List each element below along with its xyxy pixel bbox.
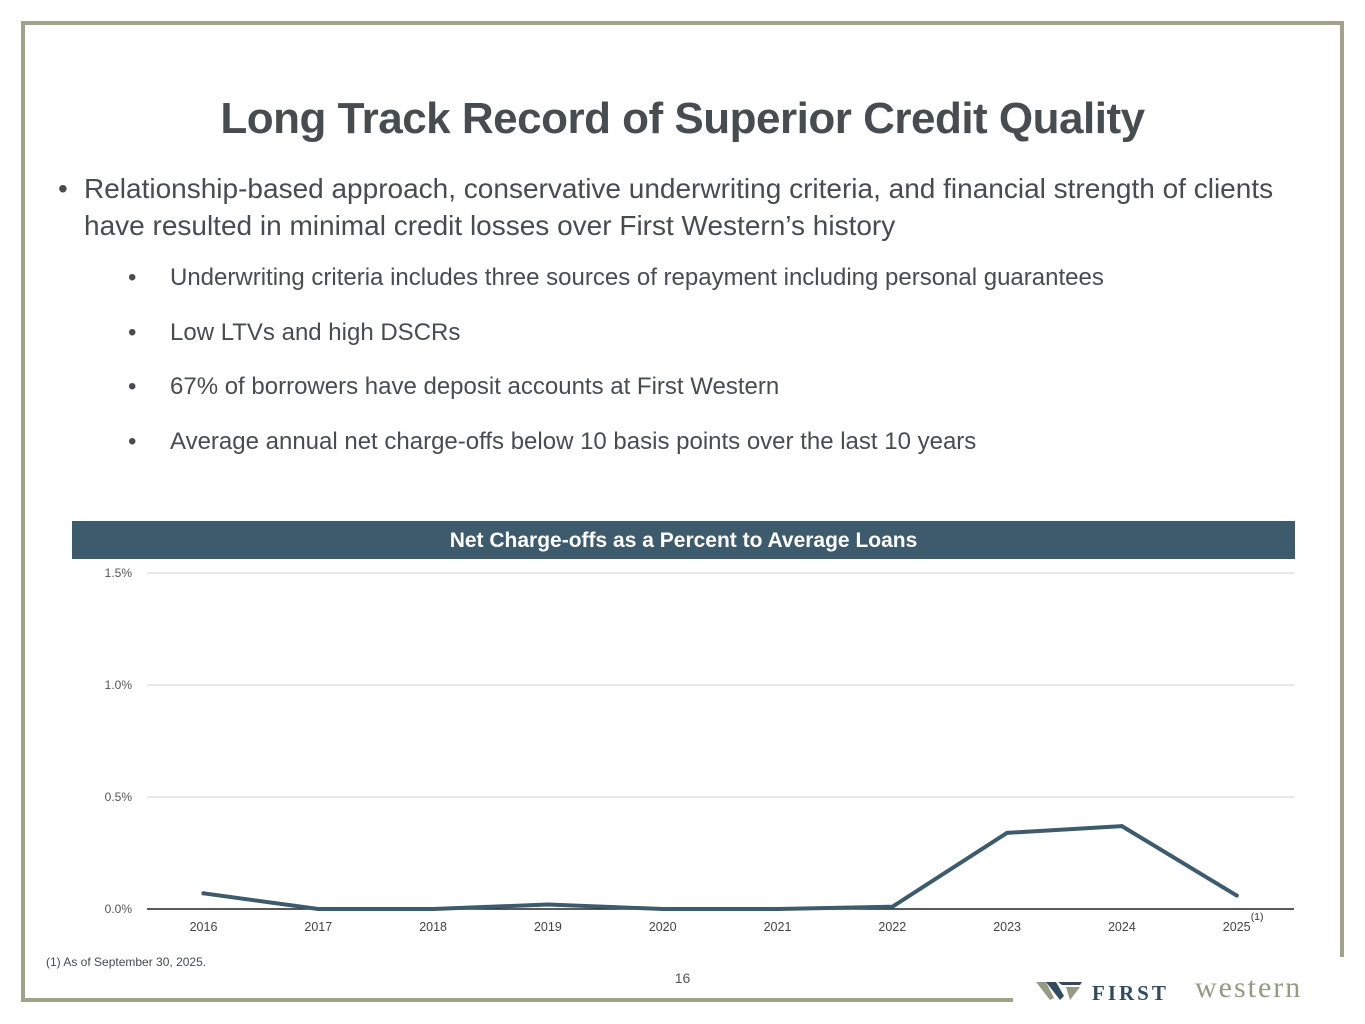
data-point — [890, 904, 895, 909]
data-point — [431, 907, 436, 911]
x-tick-label: 2020 — [649, 920, 677, 934]
frame-bottom-border — [21, 998, 1013, 1002]
y-tick-label: 0.0% — [105, 902, 133, 916]
frame-right-border — [1340, 21, 1344, 957]
data-point — [1119, 824, 1124, 829]
data-point — [316, 907, 321, 911]
bullet-dot-icon: • — [128, 427, 137, 455]
main-bullet-text: Relationship-based approach, conservativ… — [84, 173, 1274, 241]
y-tick-label: 1.5% — [105, 566, 133, 580]
x-tick-label: 2019 — [534, 920, 562, 934]
bullet-dot-icon: • — [128, 264, 137, 291]
bullet-dot-icon: • — [128, 318, 137, 346]
logo-first-text: FIRST — [1092, 981, 1169, 1005]
sub-bullet-text: 67% of borrowers have deposit accounts a… — [170, 373, 780, 400]
x-tick-label: 2018 — [419, 920, 447, 934]
y-tick-label: 0.5% — [105, 790, 133, 804]
y-tick-label: 1.0% — [105, 678, 133, 692]
logo-western-text: western — [1195, 971, 1303, 1004]
x-tick-label: 2024 — [1108, 920, 1136, 934]
main-bullet: • Relationship-based approach, conservat… — [58, 170, 1298, 244]
frame-left-border — [21, 21, 25, 1002]
frame-top-border — [21, 21, 1344, 25]
x-tick-label: 2025 — [1223, 920, 1251, 934]
data-point — [1005, 830, 1010, 835]
x-tick-label: 2023 — [993, 920, 1021, 934]
x-tick-label: 2021 — [764, 920, 792, 934]
footnote: (1) As of September 30, 2025. — [46, 955, 207, 969]
series-line — [201, 824, 1239, 911]
sub-bullet-text: Average annual net charge-offs below 10 … — [170, 427, 977, 455]
x-tick-label: 2017 — [304, 920, 332, 934]
slide-title: Long Track Record of Superior Credit Qua… — [220, 94, 1145, 143]
data-point — [201, 891, 206, 896]
data-point — [545, 902, 550, 907]
first-western-logo: FIRST western — [1036, 971, 1346, 1008]
bullet-dot-icon: • — [128, 373, 137, 400]
sub-bullet-text: Low LTVs and high DSCRs — [170, 318, 461, 346]
page-number: 16 — [674, 970, 691, 986]
chart-title: Net Charge-offs as a Percent to Average … — [72, 521, 1295, 559]
data-point — [1234, 893, 1239, 898]
bullet-dot-icon: • — [58, 173, 68, 204]
x-tick-footnote-marker: (1) — [1251, 911, 1264, 923]
sub-bullet-text: Underwriting criteria includes three sou… — [170, 264, 1104, 291]
logo-w-mark-icon — [1036, 982, 1082, 1000]
data-point — [660, 907, 665, 911]
data-point — [775, 907, 780, 911]
x-tick-label: 2022 — [878, 920, 906, 934]
x-tick-label: 2016 — [190, 920, 218, 934]
